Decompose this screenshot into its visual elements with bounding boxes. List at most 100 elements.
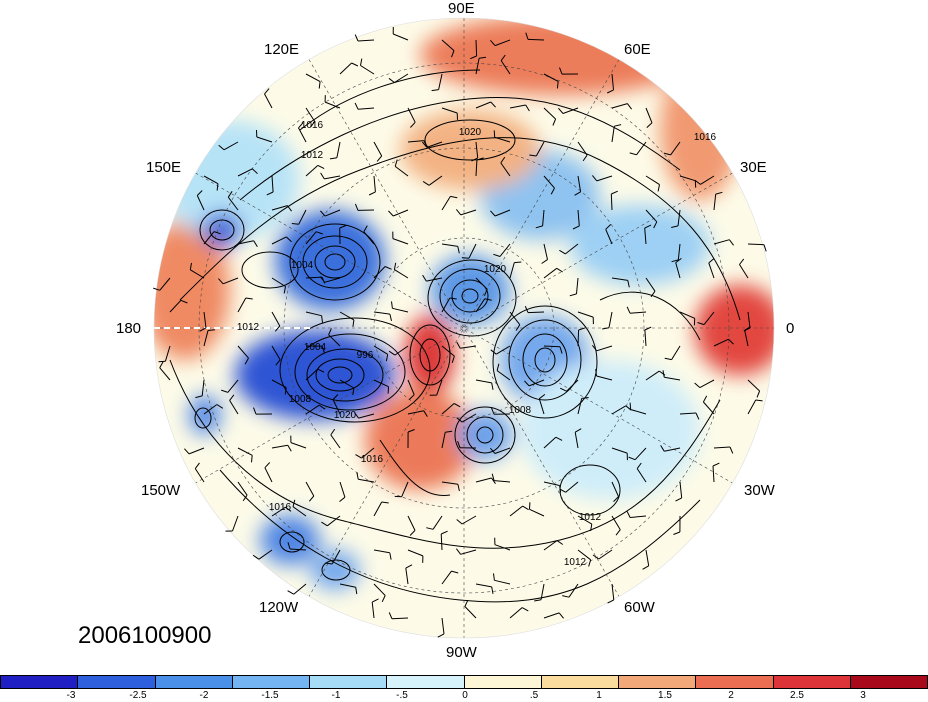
map-boundary <box>153 17 775 639</box>
wind-barb-feather <box>606 89 614 94</box>
wind-barb-feather <box>317 164 325 170</box>
wind-barb <box>611 447 628 454</box>
wind-barb <box>630 409 647 415</box>
wind-barb <box>528 379 545 387</box>
colorbar-tick: -2 <box>199 690 209 701</box>
wind-barb-feather <box>325 562 333 565</box>
wind-barb-feather <box>440 530 448 535</box>
wind-barb-feather <box>572 225 580 230</box>
wind-barb-feather <box>559 387 567 392</box>
wind-barb <box>159 367 171 381</box>
wind-barb-feather <box>153 287 160 291</box>
lon-label-30w: 30W <box>744 482 775 499</box>
wind-barb-feather <box>450 195 458 199</box>
wind-barb <box>509 607 523 619</box>
contour-label: 1004 <box>291 260 314 271</box>
wind-barb <box>441 617 445 634</box>
wind-barb <box>610 193 613 211</box>
wind-barb-feather <box>283 286 286 294</box>
wind-barb <box>436 379 443 396</box>
wind-barb-feather <box>394 159 398 167</box>
wind-barb <box>394 165 409 177</box>
wind-barb <box>391 617 409 620</box>
wind-barb <box>373 583 386 596</box>
wind-barb <box>679 481 683 498</box>
contour-label: 1008 <box>289 394 312 405</box>
wind-barb <box>739 264 749 279</box>
wind-barb-feather <box>339 224 347 229</box>
wind-barb-feather <box>729 239 734 246</box>
wind-barb-feather <box>354 102 359 110</box>
wind-barb-feather <box>614 124 622 127</box>
wind-barb-feather <box>352 319 355 327</box>
wind-barb <box>298 209 307 225</box>
wind-barb <box>577 175 582 192</box>
wind-barb-feather <box>354 34 359 42</box>
wind-barb-feather <box>180 299 188 304</box>
wind-barb <box>475 101 491 109</box>
wind-barb-feather <box>694 179 701 185</box>
wind-barb <box>475 159 478 177</box>
wind-barb <box>535 141 545 157</box>
wind-barb-feather <box>457 484 460 492</box>
wind-barb <box>405 568 409 585</box>
contour-label: 1012 <box>237 322 260 333</box>
wind-barb-feather <box>607 599 615 604</box>
wind-barb <box>330 434 341 449</box>
wind-barb <box>305 311 322 317</box>
wind-barb <box>392 238 409 245</box>
wind-barb <box>407 515 416 531</box>
wind-barb <box>237 345 249 359</box>
contour-label: 1016 <box>361 454 384 465</box>
wind-barb-feather <box>388 77 395 83</box>
wind-barb <box>543 267 558 279</box>
wind-barb <box>461 413 477 423</box>
wind-barb-feather <box>611 190 618 195</box>
wind-barb-feather <box>456 519 463 525</box>
wind-barb <box>237 481 248 496</box>
wind-barb <box>630 515 647 518</box>
wind-barb-feather <box>569 293 577 297</box>
lon-label-0: 0 <box>786 320 795 337</box>
wind-barb-feather <box>423 410 428 417</box>
wind-barb <box>677 209 681 226</box>
wind-barb-feather <box>318 81 321 89</box>
wind-barb-feather <box>319 404 326 410</box>
anomaly-shading <box>154 18 774 590</box>
wind-barb-feather <box>729 446 734 454</box>
wind-barb <box>394 345 409 356</box>
wind-barb <box>271 205 288 211</box>
wind-barb-feather <box>352 387 355 395</box>
wind-barb <box>577 141 588 156</box>
contour-label: 1004 <box>304 342 327 353</box>
wind-barb <box>494 447 511 454</box>
wind-barb-feather <box>535 225 543 229</box>
wind-barb-feather <box>422 141 428 148</box>
colorbar-tick: -3 <box>66 690 76 701</box>
graticule <box>154 18 774 638</box>
wind-barb-feather <box>291 223 299 225</box>
wind-barb-feather <box>321 315 323 323</box>
wind-barb-feather <box>525 104 530 112</box>
wind-barb <box>565 481 579 493</box>
wind-barb-feather <box>457 441 461 448</box>
wind-barb <box>645 209 658 223</box>
wind-barb-feather <box>391 301 393 309</box>
wind-barb-feather <box>490 407 495 415</box>
wind-barb <box>258 549 273 560</box>
wind-barb <box>169 299 182 313</box>
wind-barb <box>373 345 388 355</box>
wind-barb <box>464 606 477 619</box>
wind-barb <box>339 62 352 75</box>
contour-label: 1016 <box>301 120 324 131</box>
wind-barb <box>358 413 375 419</box>
wind-barb <box>494 544 511 551</box>
wind-barb <box>223 141 239 151</box>
wind-barbs <box>153 26 767 638</box>
wind-barb-feather <box>158 360 166 363</box>
wind-barb-feather <box>629 152 637 156</box>
wind-barb <box>305 368 319 381</box>
wind-barb <box>605 229 613 245</box>
wind-barb-feather <box>316 231 323 235</box>
wind-barb-feather <box>490 447 496 454</box>
